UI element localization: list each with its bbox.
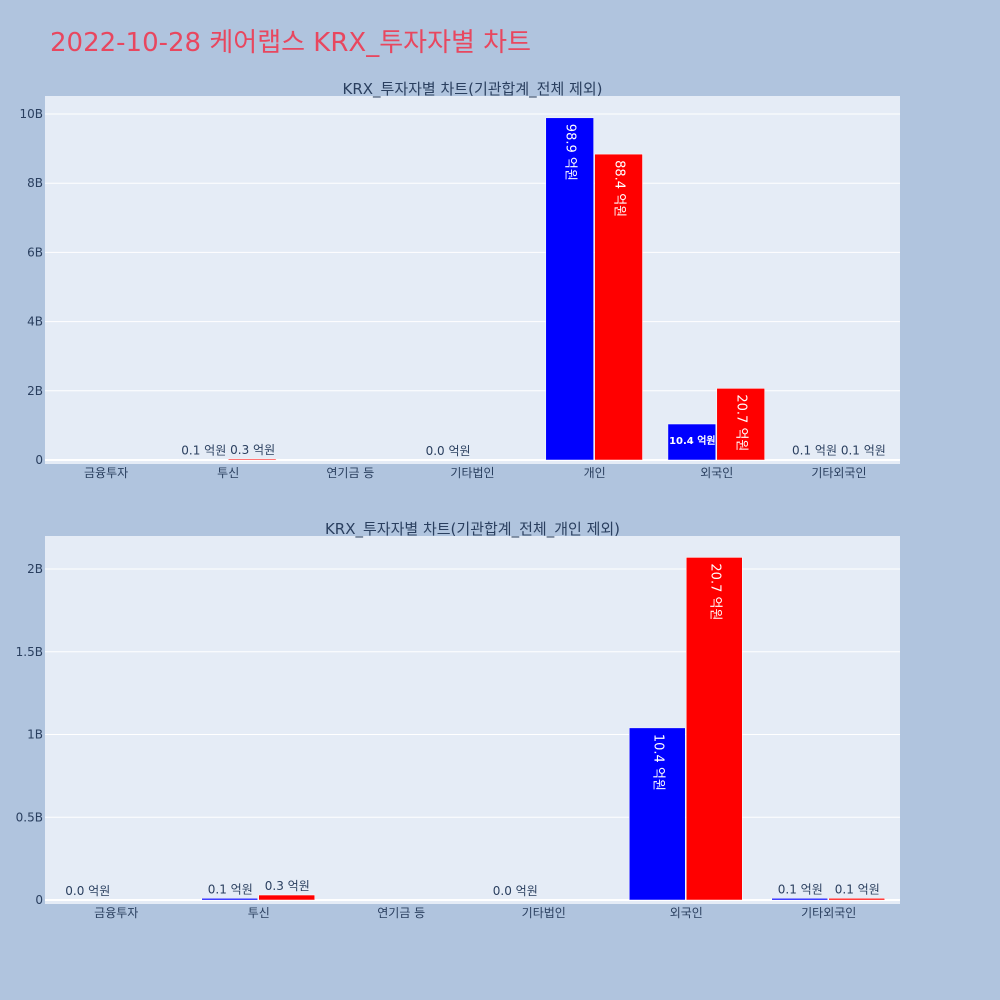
data-label: 10.4 억원 xyxy=(669,434,716,447)
data-label: 98.9 억원 xyxy=(563,124,578,181)
bars xyxy=(201,557,885,901)
chart-title: KRX_투자자별 차트(기관합계_전체_개인 제외) xyxy=(325,520,620,539)
bar xyxy=(716,388,765,461)
x-tick-label: 기타법인 xyxy=(522,906,566,920)
chart-title: KRX_투자자별 차트(기관합계_전체 제외) xyxy=(343,80,603,99)
x-tick-label: 금융투자 xyxy=(84,466,128,480)
x-tick-label: 연기금 등 xyxy=(326,466,374,480)
chart-investor-excl-institution-individual: 금융투자 투신 연기금 등 기타법인 외국인 기타외국인 0 0.5B 1B 1.5B 2B 0.… xyxy=(16,520,900,920)
data-label: 20.7 억원 xyxy=(707,563,722,620)
data-label: 0.1 억원 xyxy=(778,882,823,896)
y-tick-labels: 0 0.5B 1B 1.5B 2B xyxy=(16,562,43,907)
y-tick-label: 10B xyxy=(19,107,43,121)
y-gridlines xyxy=(45,568,900,901)
y-tick-label: 0 xyxy=(35,893,43,907)
x-tick-labels: 금융투자 투신 연기금 등 기타법인 외국인 기타외국인 xyxy=(94,906,856,920)
x-tick-label: 기타법인 xyxy=(450,466,494,480)
data-label: 0.1 억원 xyxy=(181,444,226,458)
y-tick-label: 6B xyxy=(27,245,43,259)
bar xyxy=(594,153,643,461)
y-tick-label: 1.5B xyxy=(16,645,43,659)
y-tick-label: 0 xyxy=(35,453,43,467)
x-tick-label: 개인 xyxy=(584,466,606,480)
y-tick-label: 1B xyxy=(27,728,43,742)
y-tick-label: 2B xyxy=(27,562,43,576)
x-tick-label: 투신 xyxy=(248,906,270,920)
bars xyxy=(179,117,888,461)
data-label: 20.7 억원 xyxy=(734,394,749,451)
bar xyxy=(771,898,828,901)
x-tick-labels: 금융투자 투신 연기금 등 기타법인 개인 외국인 기타외국인 xyxy=(84,466,867,480)
data-label: 10.4 억원 xyxy=(650,734,665,791)
plot-area xyxy=(45,96,900,464)
bar xyxy=(258,894,315,901)
x-tick-label: 외국인 xyxy=(670,906,703,920)
page-title: 2022-10-28 케어랩스 KRX_투자자별 차트 xyxy=(50,28,532,58)
y-tick-label: 4B xyxy=(27,315,43,329)
x-tick-label: 연기금 등 xyxy=(377,906,425,920)
x-tick-label: 기타외국인 xyxy=(801,906,856,920)
y-tick-labels: 0 2B 4B 6B 8B 10B xyxy=(19,107,43,467)
bar xyxy=(227,458,277,461)
plot-area xyxy=(45,536,900,904)
data-label: 0.1 억원 xyxy=(835,882,880,896)
bar xyxy=(629,727,686,901)
bar xyxy=(545,117,594,461)
data-label: 0.3 억원 xyxy=(265,879,310,893)
data-label: 0.0 억원 xyxy=(65,884,110,898)
data-label: 0.1 억원 xyxy=(792,444,837,458)
x-tick-label: 기타외국인 xyxy=(811,466,866,480)
y-tick-label: 0.5B xyxy=(16,810,43,824)
bar xyxy=(201,898,258,901)
chart-investor-excl-institution: 금융투자 투신 연기금 등 기타법인 개인 외국인 기타외국인 0 2B 4B 6B 8B 10B 0… xyxy=(19,80,900,480)
y-tick-label: 2B xyxy=(27,384,43,398)
data-labels: 0.0 억원 0.1 억원 0.3 억원 0.0 억원 10.4 억원 20.7 억원 0.… xyxy=(65,563,879,898)
data-label: 0.0 억원 xyxy=(426,444,471,458)
data-label: 88.4 억원 xyxy=(612,160,627,217)
x-tick-label: 외국인 xyxy=(700,466,733,480)
x-tick-label: 금융투자 xyxy=(94,906,138,920)
data-label: 0.3 억원 xyxy=(230,443,275,457)
bar xyxy=(828,898,885,901)
data-labels: 0.1 억원 0.3 억원 0.0 억원 98.9 억원 88.4 억원 10.4 억원 2… xyxy=(181,124,886,458)
y-tick-label: 8B xyxy=(27,176,43,190)
data-label: 0.0 억원 xyxy=(493,884,538,898)
x-tick-label: 투신 xyxy=(217,466,239,480)
data-label: 0.1 억원 xyxy=(208,882,253,896)
bar xyxy=(667,423,717,461)
data-label: 0.1 억원 xyxy=(841,444,886,458)
bar xyxy=(686,557,743,901)
